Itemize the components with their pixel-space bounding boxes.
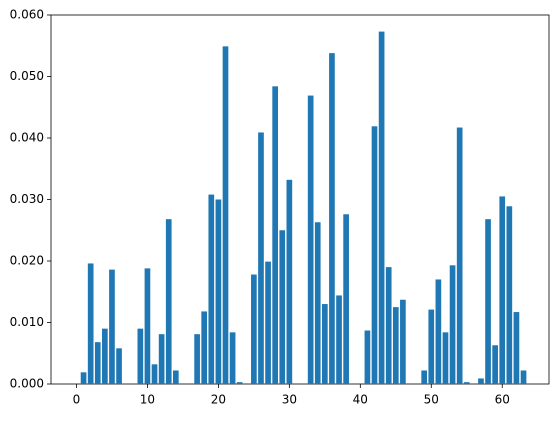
y-tick-label: 0.030 [10,192,44,206]
bar [137,328,144,384]
bar [321,304,328,384]
y-tick-label: 0.000 [10,377,44,391]
x-tick-label: 10 [140,393,155,407]
bar [222,46,229,385]
bar [463,382,470,384]
bar [258,132,264,384]
bar [329,53,335,384]
x-tick-label: 60 [495,393,510,407]
bar [506,206,513,384]
bar [343,214,349,384]
bar [456,127,463,385]
bar [194,334,200,384]
bar [279,230,286,384]
x-tick-label: 40 [353,393,368,407]
bar [236,382,243,384]
x-tick-label: 30 [282,393,297,407]
bar [513,312,520,384]
bar [208,194,215,384]
bar [499,196,506,384]
bar [400,299,406,384]
bar [314,222,321,384]
bar [286,179,293,384]
bar [385,267,392,384]
bar [485,219,491,384]
bar [520,370,527,384]
bar [478,378,484,384]
bar [392,307,399,384]
bar [371,126,378,384]
bar [172,370,179,384]
bar [272,86,279,384]
bar [215,199,222,384]
bar [165,219,172,384]
bar [102,328,108,384]
y-tick-label: 0.060 [10,8,44,22]
bar [421,370,428,384]
bar [158,334,165,384]
bar [307,95,314,384]
plot-frame [50,14,550,385]
bar [336,295,342,384]
bar [492,345,498,384]
bar [449,265,456,384]
bar [151,364,158,384]
bar [80,372,87,384]
bar [229,332,236,384]
bar [87,263,94,384]
bar [378,31,385,384]
bar [116,348,122,384]
bar [364,330,371,384]
y-tick-label: 0.010 [10,315,44,329]
bar [109,269,115,384]
bar [265,261,271,384]
bar [94,342,101,384]
y-tick-label: 0.040 [10,131,44,145]
bar [144,268,151,384]
bar [442,332,449,384]
bar [201,311,208,384]
x-tick-label: 50 [424,393,439,407]
x-tick-label: 0 [73,393,81,407]
y-tick-label: 0.020 [10,254,44,268]
bar [251,274,257,384]
x-tick-label: 20 [211,393,226,407]
bar [435,279,442,384]
y-tick-label: 0.050 [10,69,44,83]
bar [428,309,435,384]
